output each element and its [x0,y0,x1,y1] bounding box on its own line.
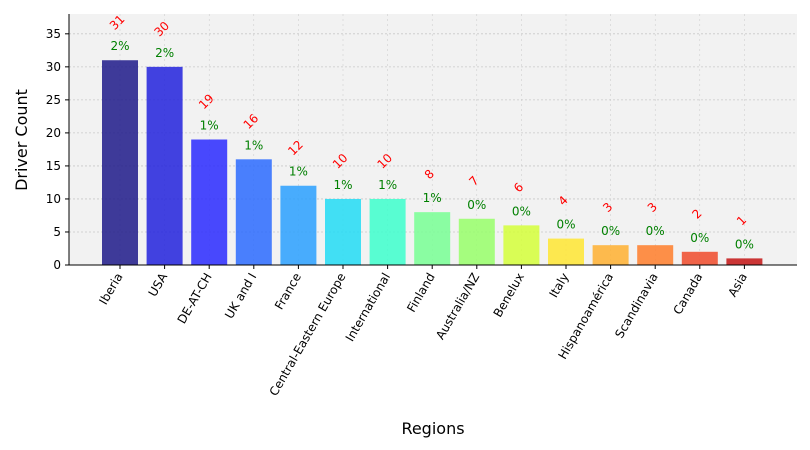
x-tick-label: Finland [404,271,438,315]
bar-de-at-ch [191,139,228,265]
percent-label: 0% [512,204,531,218]
bar-australia-nz [458,218,495,265]
bar-uk-and-i [235,159,272,265]
x-tick-label: DE-AT-CH [175,271,215,327]
x-tick-label: Scandinavia [612,271,661,341]
y-tick-label: 0 [53,258,61,272]
percent-label: 1% [333,178,352,192]
bar-iberia [102,60,138,265]
x-tick-label: France [272,271,304,313]
bar-international [369,198,406,265]
bar-scandinavia [637,245,674,265]
bar-labels: 2%312%301%191%161%121%101%101%80%70%60%4… [107,12,754,251]
x-tick-label: Benelux [491,271,527,320]
percent-label: 1% [378,178,397,192]
x-tick-label: USA [146,270,171,299]
y-tick-label: 25 [46,93,61,107]
percent-label: 0% [556,218,575,232]
y-tick-label: 30 [46,60,61,74]
percent-label: 1% [200,119,219,133]
y-tick-label: 35 [46,27,61,41]
percent-label: 0% [467,198,486,212]
y-tick-label: 15 [46,159,61,173]
percent-label: 0% [690,231,709,245]
y-tick-label: 5 [53,225,61,239]
grid-lines [69,14,797,265]
x-tick-label: Iberia [96,271,125,308]
y-axis-title: Driver Count [12,89,31,191]
x-tick-label: Canada [670,271,705,318]
x-tick-label: Asia [725,271,750,300]
y-ticks: 0 5 10 15 20 25 30 35 [46,27,69,272]
percent-label: 0% [601,224,620,238]
bar-france [280,185,317,265]
x-tick-label: Central-Eastern Europe [267,271,349,399]
percent-label: 0% [646,224,665,238]
percent-label: 0% [735,237,754,251]
bar-asia [726,258,763,265]
bar-canada [681,251,718,265]
percent-label: 2% [155,46,174,60]
x-axis-title: Regions [401,419,464,438]
bar-italy [548,238,584,265]
bar-usa [146,66,183,265]
bar-benelux [503,225,540,265]
x-tick-label: UK and I [222,271,259,322]
y-tick-label: 10 [46,192,61,206]
x-tick-label: Australia/NZ [433,271,482,342]
bar-hispanoam-rica [592,245,629,265]
percent-label: 1% [289,165,308,179]
y-tick-label: 20 [46,126,61,140]
x-ticks: Iberia USA DE-AT-CH UK and I FranceCentral-E… [96,265,750,398]
percent-label: 2% [110,39,129,53]
bar-central-eastern-europe [325,198,361,265]
bars [102,60,763,265]
bar-finland [414,212,451,265]
x-tick-label: International [343,271,393,344]
percent-label: 1% [423,191,442,205]
percent-label: 1% [244,138,263,152]
x-tick-label: Italy [546,271,571,301]
